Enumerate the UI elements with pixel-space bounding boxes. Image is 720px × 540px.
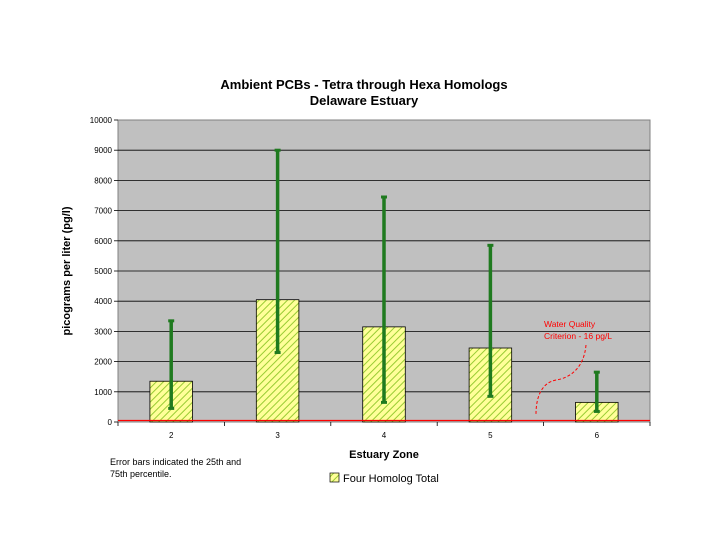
y-tick-label: 0 xyxy=(108,418,113,427)
y-tick-label: 3000 xyxy=(94,327,112,336)
note-line-1: Error bars indicated the 25th and xyxy=(110,457,242,467)
y-tick-label: 8000 xyxy=(94,176,112,185)
error-bar-note: Error bars indicated the 25th and 75th p… xyxy=(110,456,280,480)
y-tick-label: 5000 xyxy=(94,267,112,276)
x-tick-label: 2 xyxy=(169,431,174,440)
x-tick-label: 4 xyxy=(382,431,387,440)
chart-subtitle: Delaware Estuary xyxy=(310,93,419,108)
y-tick-label: 2000 xyxy=(94,358,112,367)
criterion-pointer-curve xyxy=(535,344,587,415)
criterion-label-line1: Water Quality xyxy=(544,319,596,329)
chart-title: Ambient PCBs - Tetra through Hexa Homolo… xyxy=(220,77,507,92)
criterion-annotation: Water Quality Criterion - 16 pg/L xyxy=(535,319,612,415)
legend-label: Four Homolog Total xyxy=(343,473,439,485)
y-axis-label: picograms per liter (pg/l) xyxy=(61,206,73,335)
y-tick-label: 7000 xyxy=(94,207,112,216)
x-axis-label: Estuary Zone xyxy=(349,449,419,461)
x-tick-label: 3 xyxy=(275,431,280,440)
y-tick-label: 6000 xyxy=(94,237,112,246)
y-tick-label: 9000 xyxy=(94,146,112,155)
y-tick-label: 1000 xyxy=(94,388,112,397)
legend: Four Homolog Total xyxy=(329,472,439,485)
x-tick-label: 5 xyxy=(488,431,493,440)
criterion-label-line2: Criterion - 16 pg/L xyxy=(544,331,612,341)
y-tick-label: 10000 xyxy=(90,116,113,125)
legend-swatch xyxy=(329,472,340,483)
note-line-2: 75th percentile. xyxy=(110,469,172,479)
x-tick-label: 6 xyxy=(595,431,600,440)
y-tick-label: 4000 xyxy=(94,297,112,306)
